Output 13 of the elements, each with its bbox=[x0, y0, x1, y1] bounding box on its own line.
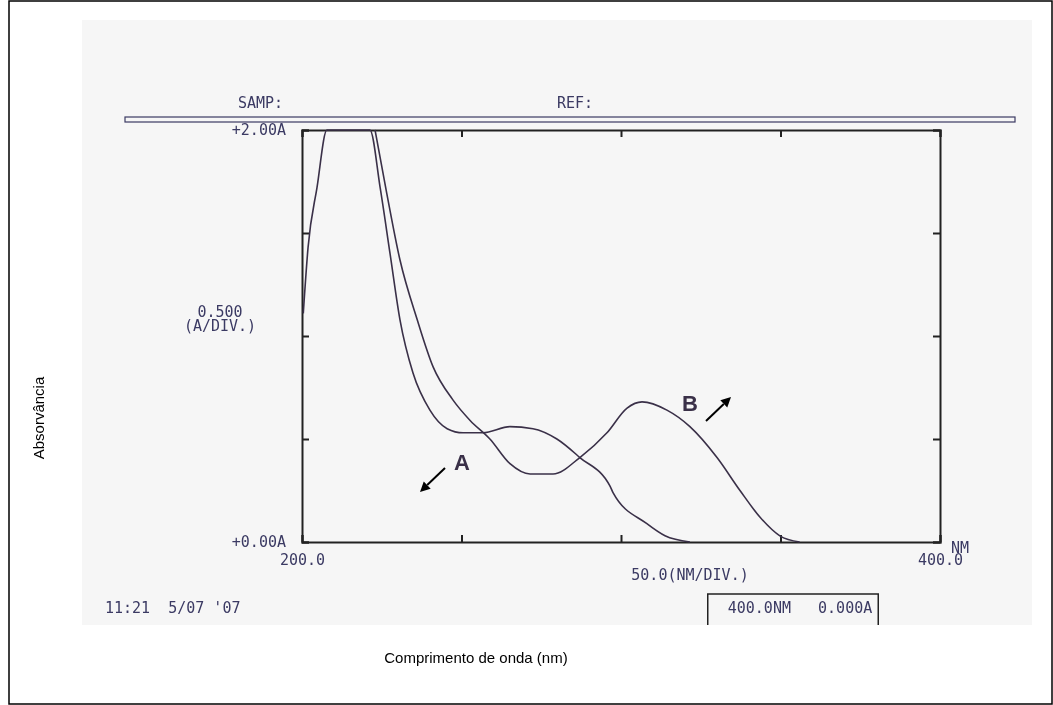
text: REF: bbox=[557, 94, 594, 112]
y-tick-label: +2.00A bbox=[231, 121, 286, 140]
series-label: A bbox=[454, 450, 471, 475]
text: Comprimento de onda (nm) bbox=[384, 649, 568, 666]
series-label: B bbox=[682, 391, 698, 416]
text: 11:21 5/07 '07 bbox=[105, 599, 241, 617]
x-tick-label: 200.0 bbox=[279, 550, 326, 569]
y-tick-label: +0.00A bbox=[231, 533, 286, 552]
text: SAMP: bbox=[238, 94, 284, 112]
text: 0.500 (A/DIV.) bbox=[183, 303, 257, 335]
text: Absorvância bbox=[30, 376, 47, 460]
text: 400.0NM 0.000A bbox=[727, 599, 873, 617]
text: 50.0(NM/DIV.) bbox=[631, 566, 749, 584]
